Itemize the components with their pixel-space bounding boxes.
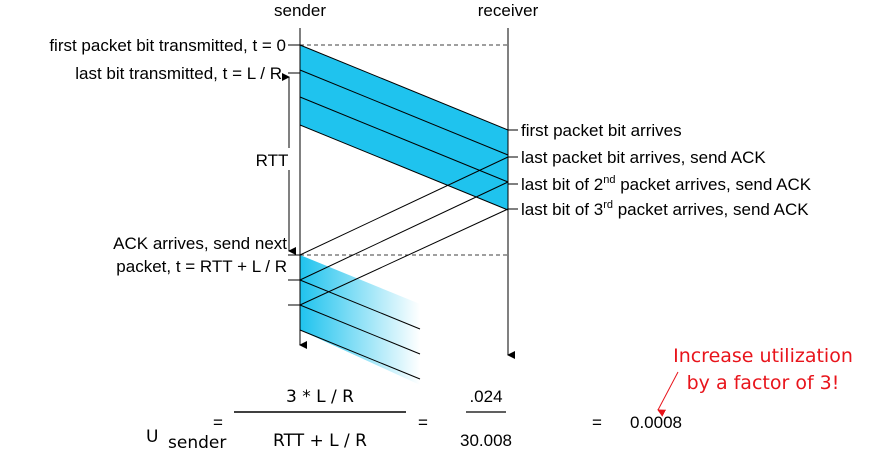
superscript: nd <box>603 174 615 186</box>
note: Increase utilization <box>673 345 853 367</box>
receiver-event: last bit of 2nd packet arrives, send ACK <box>521 174 812 194</box>
symbol: U <box>146 427 158 447</box>
text: last bit of 3 <box>521 200 603 219</box>
numerator: .024 <box>469 387 502 406</box>
operator: = <box>592 413 602 432</box>
sender-event: ACK arrives, send next <box>113 234 287 253</box>
text: packet arrives, send ACK <box>613 200 809 219</box>
superscript: rd <box>603 199 613 211</box>
packets <box>299 44 509 385</box>
denominator: 30.008 <box>460 431 512 450</box>
operator: = <box>418 413 428 432</box>
text: packet arrives, send ACK <box>615 175 811 194</box>
text: last bit of 2 <box>521 175 603 194</box>
rtt-label: RTT <box>256 151 289 170</box>
formula: U sender = 3 * L / R RTT + L / R = .024 … <box>146 387 682 453</box>
receiver-event: first packet bit arrives <box>521 121 682 140</box>
acks <box>299 156 509 306</box>
sender-event: first packet bit transmitted, t = 0 <box>49 36 286 55</box>
receiver-event: last bit of 3rd packet arrives, send ACK <box>521 199 809 219</box>
numerator: 3 * L / R <box>286 387 354 407</box>
subscript: sender <box>168 433 226 453</box>
header: sender <box>274 1 326 20</box>
sender-event: last bit transmitted, t = L / R <box>75 64 282 83</box>
result: 0.0008 <box>630 413 682 432</box>
note-arrow <box>657 371 679 417</box>
operator: = <box>213 413 223 432</box>
note: by a factor of 3! <box>687 372 840 394</box>
sender-event: packet, t = RTT + L / R <box>116 257 287 276</box>
denominator: RTT + L / R <box>273 431 367 451</box>
receiver-event: last packet bit arrives, send ACK <box>521 148 766 167</box>
header: receiver <box>478 1 539 20</box>
